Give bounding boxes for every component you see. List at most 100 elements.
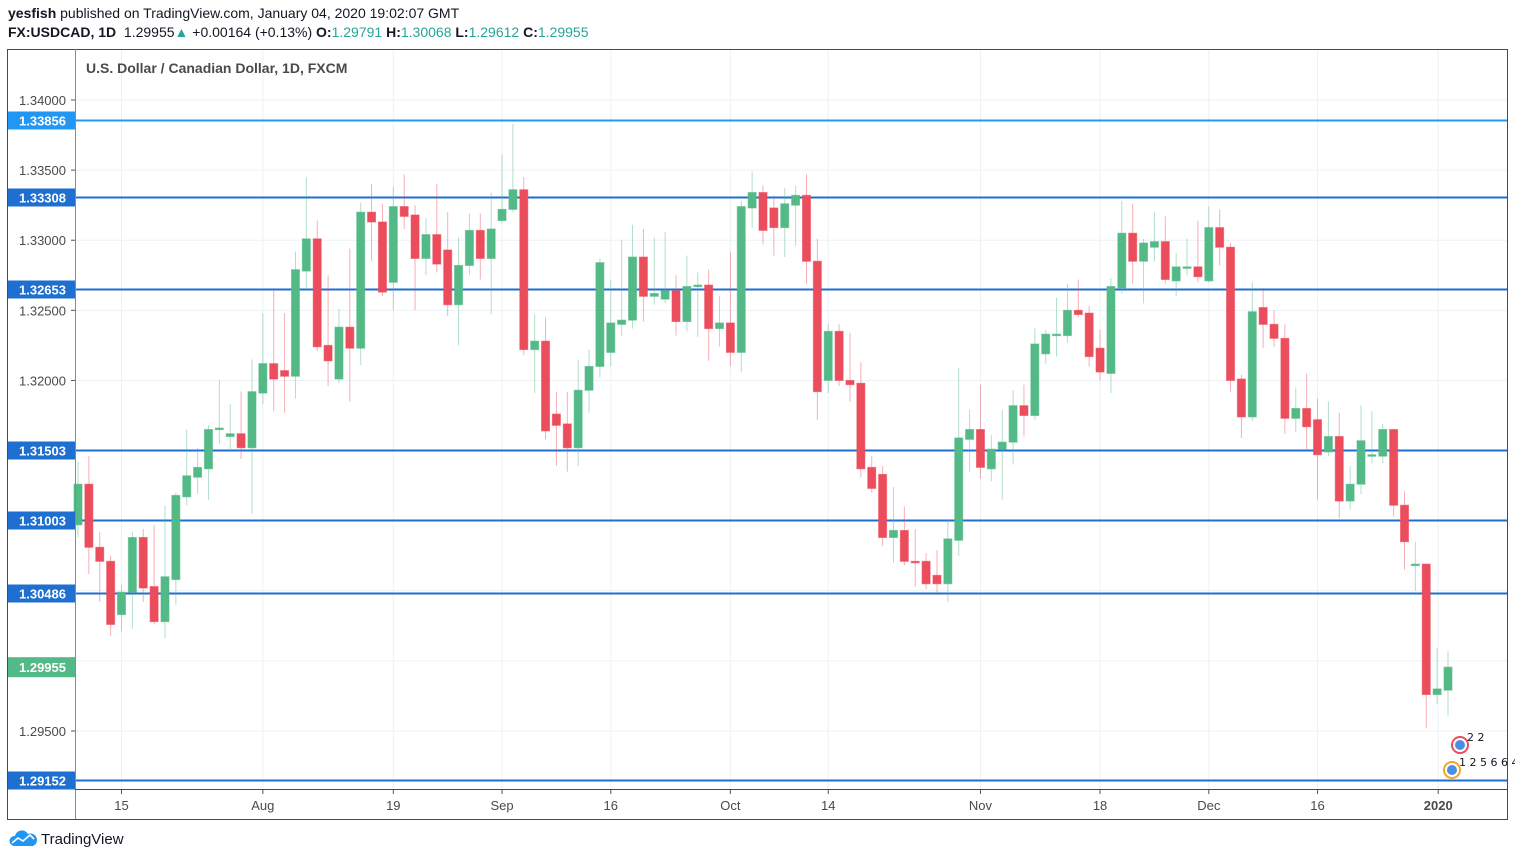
- candle-body: [856, 382, 866, 470]
- candle-body: [1323, 436, 1333, 453]
- candle: [606, 279, 616, 367]
- candle-body: [149, 586, 159, 623]
- candle-body: [323, 344, 333, 362]
- candle: [541, 317, 551, 440]
- candle-body: [1247, 311, 1257, 418]
- candle: [562, 391, 572, 472]
- candle: [1062, 283, 1072, 343]
- candle: [1215, 209, 1225, 266]
- candle: [660, 231, 670, 304]
- level-price-label-bg: [8, 511, 75, 530]
- open-value: 1.29791: [331, 24, 383, 40]
- time-tick-label: 16: [1310, 798, 1324, 813]
- level-price-label: 1.33856: [19, 114, 66, 129]
- candle: [812, 238, 822, 420]
- candle: [965, 409, 975, 472]
- level-price-label: 1.30486: [19, 587, 66, 602]
- us-flag-icon: [1455, 740, 1465, 750]
- candle: [932, 550, 942, 594]
- candle: [171, 492, 181, 605]
- candle: [334, 308, 344, 384]
- level-price-label: 1.31003: [19, 514, 66, 529]
- candle-body: [997, 441, 1007, 450]
- level-price-label-bg: [8, 111, 75, 130]
- candle-body: [1258, 307, 1268, 325]
- candle: [1095, 329, 1105, 381]
- publish-text: published on TradingView.com, January 04…: [60, 5, 460, 21]
- candle-body: [312, 238, 322, 348]
- tradingview-logo[interactable]: TradingView: [8, 830, 124, 848]
- candle-body: [399, 206, 409, 217]
- candle-body: [421, 234, 431, 259]
- candle: [388, 186, 398, 311]
- candle-body: [290, 269, 300, 377]
- price-tick-label: 1.32500: [19, 303, 66, 318]
- candle-body: [704, 284, 714, 330]
- candle-body: [1378, 429, 1388, 457]
- candle-body: [888, 529, 898, 538]
- candle-body: [214, 427, 224, 431]
- candle: [878, 465, 888, 546]
- candle-body: [1204, 227, 1214, 282]
- candle: [1323, 401, 1333, 457]
- candle-body: [410, 214, 420, 259]
- candle: [280, 313, 290, 413]
- time-tick-label: Dec: [1197, 798, 1221, 813]
- economic-events[interactable]: 2 2 1 2 5 6 6 4: [1443, 731, 1515, 779]
- candle: [1236, 374, 1246, 438]
- candle-body: [171, 494, 181, 581]
- candle-body: [801, 194, 811, 262]
- level-price-label: 1.32653: [19, 283, 66, 298]
- candle-body: [1334, 436, 1344, 502]
- candle: [769, 195, 779, 256]
- candle-body: [1400, 504, 1410, 543]
- price-tick-label: 1.33000: [19, 233, 66, 248]
- candle-body: [84, 483, 94, 548]
- candle-body: [454, 264, 464, 306]
- candle: [997, 409, 1007, 500]
- candle-body: [725, 322, 735, 353]
- candle-body: [1421, 563, 1431, 696]
- candle: [1410, 541, 1420, 591]
- candle: [443, 212, 453, 316]
- candle-body: [910, 560, 920, 564]
- candle-body: [1128, 232, 1138, 262]
- candle: [1334, 412, 1344, 518]
- candle-body: [1149, 241, 1159, 248]
- candle-body: [345, 326, 355, 349]
- candle: [1226, 243, 1236, 392]
- candle: [986, 435, 996, 482]
- candle-body: [116, 591, 126, 616]
- price-tick-label: 1.29500: [19, 724, 66, 739]
- candle: [258, 313, 268, 405]
- candle: [921, 552, 931, 590]
- candle-body: [301, 238, 311, 272]
- time-tick-label: Nov: [969, 798, 993, 813]
- candle-body: [638, 256, 648, 297]
- candle: [758, 185, 768, 245]
- candle: [845, 332, 855, 402]
- candle: [247, 359, 257, 514]
- candle-body: [1280, 337, 1290, 419]
- candle: [1008, 390, 1018, 465]
- candle-body: [1410, 563, 1420, 567]
- candle: [1073, 279, 1083, 318]
- time-tick-label: 19: [386, 798, 400, 813]
- candle-body: [899, 529, 909, 562]
- candle-body: [1193, 266, 1203, 278]
- candle: [617, 240, 627, 336]
- candle-body: [377, 221, 387, 293]
- candle-body: [660, 290, 670, 300]
- candle-body: [334, 326, 344, 380]
- candle: [1291, 387, 1301, 433]
- candle-body: [628, 256, 638, 321]
- candle: [1204, 206, 1214, 283]
- candle: [638, 229, 648, 322]
- candle-body: [682, 285, 692, 323]
- author-name: yesfish: [8, 5, 57, 21]
- candle: [1400, 491, 1410, 570]
- candle-body: [443, 249, 453, 306]
- candle: [454, 237, 464, 346]
- time-tick-label: Aug: [251, 798, 274, 813]
